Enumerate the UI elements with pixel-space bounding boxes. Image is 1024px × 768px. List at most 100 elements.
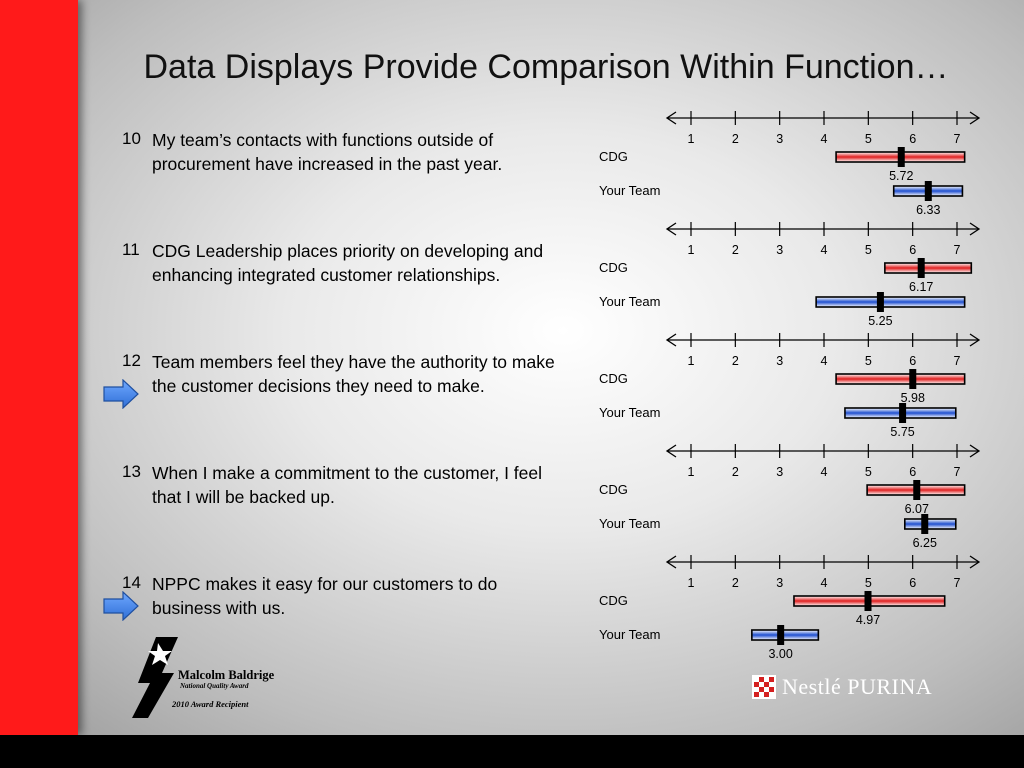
tick-label: 5 [865,576,872,590]
mean-marker [909,369,917,389]
tick-label: 5 [865,132,872,146]
mean-marker [913,480,921,500]
baldrige-award: 2010 Award Recipient [172,699,249,709]
nestle-purina-wordmark: Nestlé PURINA [782,674,933,699]
slide-title: Data Displays Provide Comparison Within … [143,48,949,86]
axis-arrow-left [665,444,677,458]
mean-marker [924,181,932,201]
tick-label: 6 [909,354,916,368]
range-bar [903,518,957,530]
tick-label: 6 [909,465,916,479]
tick-label: 3 [776,243,783,257]
question-number: 14 [122,573,141,592]
question-text: NPPC makes it easy for our customers to … [152,574,498,618]
tick-label: 7 [954,132,961,146]
question-text: CDG Leadership places priority on develo… [152,241,544,285]
tick-label: 3 [776,465,783,479]
series-label: Your Team [599,627,660,642]
tick-label: 4 [821,243,828,257]
tick-label: 5 [865,354,872,368]
mean-marker [777,625,785,645]
series-label: Your Team [599,405,660,420]
axis-arrow-right [969,333,981,347]
question-text: When I make a commitment to the customer… [152,463,543,507]
series-label: CDG [599,149,628,164]
mean-marker [921,514,929,534]
tick-label: 4 [821,576,828,590]
nestle-checkerboard-logo [752,675,776,699]
axis-arrow-right [969,222,981,236]
slide: Data Displays Provide Comparison Within … [0,0,1024,735]
mean-value-label: 5.98 [901,391,925,405]
tick-label: 7 [954,354,961,368]
tick-label: 5 [865,465,872,479]
tick-label: 1 [688,465,695,479]
tick-label: 2 [732,243,739,257]
tick-label: 3 [776,354,783,368]
tick-label: 1 [688,576,695,590]
series-label: CDG [599,260,628,275]
tick-label: 3 [776,132,783,146]
tick-label: 4 [821,354,828,368]
tick-label: 2 [732,132,739,146]
arrow-right-icon [103,591,139,621]
mean-value-label: 3.00 [768,647,792,661]
range-charts: 1 2 3 4 5 6 7 CDG 5.72 Your Team 6.33 1 2 3 4 5 6 7 CDG 6.1… [599,111,981,661]
question-text: Team members feel they have the authorit… [152,352,555,396]
range-bar [815,296,966,308]
tick-label: 5 [865,243,872,257]
mean-value-label: 4.97 [856,613,880,627]
arrow-right-icon [103,379,139,409]
mean-value-label: 6.33 [916,203,940,217]
axis-arrow-right [969,555,981,569]
mean-marker [917,258,925,278]
tick-label: 6 [909,243,916,257]
tick-label: 7 [954,576,961,590]
tick-label: 6 [909,132,916,146]
mean-marker [897,147,905,167]
tick-label: 4 [821,465,828,479]
tick-label: 2 [732,576,739,590]
mean-value-label: 6.17 [909,280,933,294]
tick-label: 2 [732,465,739,479]
series-label: CDG [599,371,628,386]
mean-marker [876,292,884,312]
red-side-bar [0,0,78,735]
tick-label: 6 [909,576,916,590]
series-label: CDG [599,593,628,608]
tick-label: 7 [954,465,961,479]
axis-arrow-left [665,222,677,236]
axis-arrow-left [665,555,677,569]
axis-arrow-left [665,111,677,125]
mean-marker [864,591,872,611]
tick-label: 3 [776,576,783,590]
series-label: CDG [599,482,628,497]
tick-label: 1 [688,354,695,368]
series-label: Your Team [599,294,660,309]
baldrige-name: Malcolm Baldrige [178,668,275,682]
mean-value-label: 5.75 [890,425,914,439]
tick-label: 7 [954,243,961,257]
axis-arrow-right [969,111,981,125]
mean-value-label: 6.25 [913,536,937,550]
axis-arrow-right [969,444,981,458]
tick-label: 2 [732,354,739,368]
range-bar [751,629,820,641]
mean-marker [899,403,907,423]
range-bar [884,262,973,274]
mean-value-label: 5.25 [868,314,892,328]
range-bar [835,373,966,385]
mean-value-label: 5.72 [889,169,913,183]
mean-value-label: 6.07 [905,502,929,516]
baldrige-subtitle: National Quality Award [180,682,249,690]
series-label: Your Team [599,183,660,198]
series-label: Your Team [599,516,660,531]
question-text: My team’s contacts with functions outsid… [152,130,503,174]
baldrige-logo [132,637,178,718]
question-number: 10 [122,129,141,148]
tick-label: 1 [688,132,695,146]
tick-label: 4 [821,132,828,146]
question-number: 11 [122,240,140,259]
question-number: 12 [122,351,141,370]
question-number: 13 [122,462,141,481]
